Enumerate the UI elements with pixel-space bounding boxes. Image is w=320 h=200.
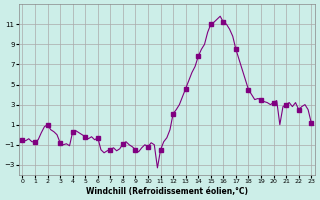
X-axis label: Windchill (Refroidissement éolien,°C): Windchill (Refroidissement éolien,°C): [86, 187, 248, 196]
